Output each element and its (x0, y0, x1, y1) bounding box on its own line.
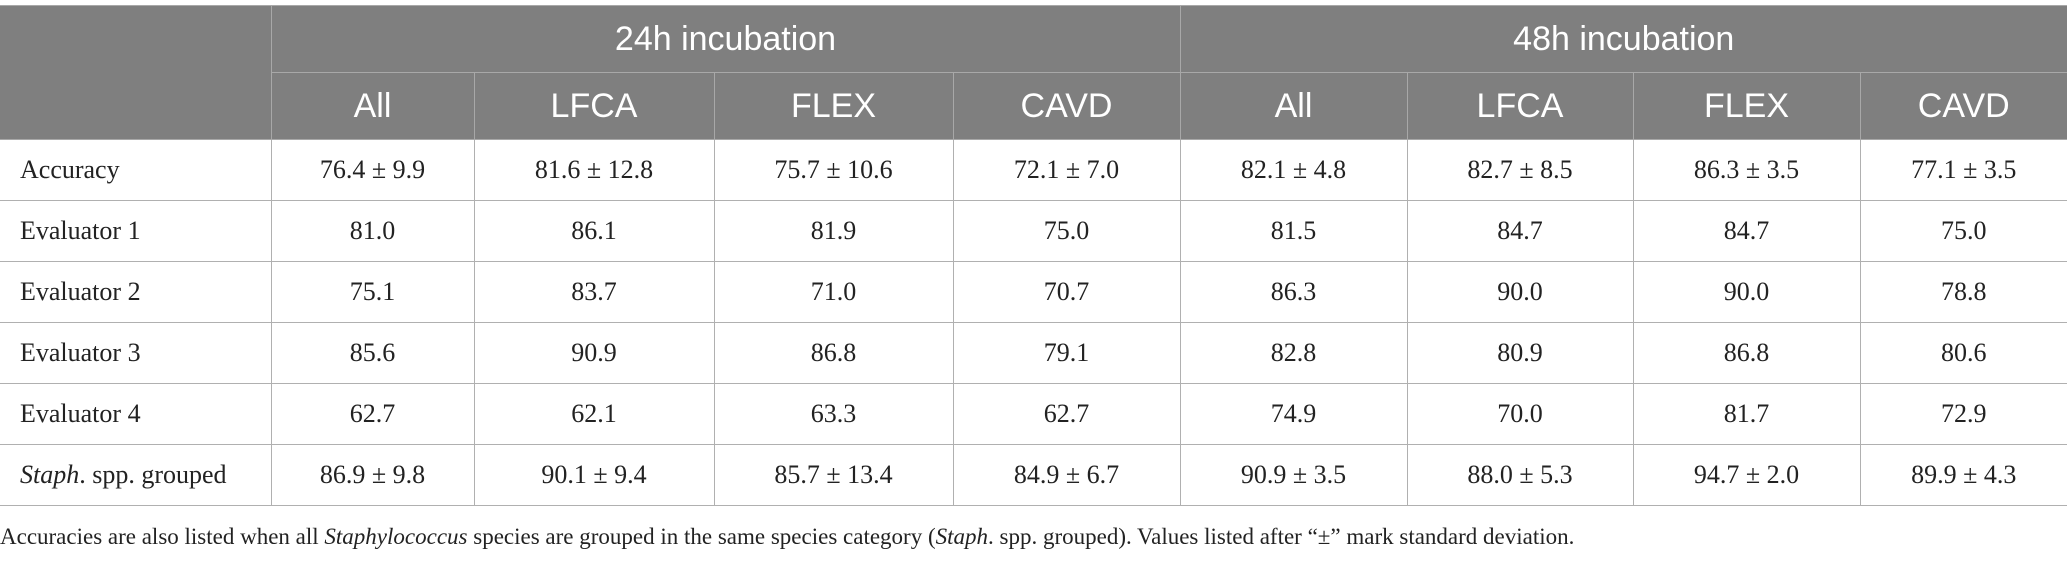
table-cell: 86.8 (1632, 322, 1861, 384)
table-cell: 62.7 (952, 383, 1181, 445)
group-header-24h: 24h incubation (270, 5, 1181, 73)
table-cell: 90.0 (1632, 261, 1861, 323)
table-cell: 90.9 ± 3.5 (1179, 444, 1408, 506)
table-cell: 90.1 ± 9.4 (473, 444, 715, 506)
sub-header-24h-all: All (271, 72, 475, 140)
table-cell: 90.0 (1406, 261, 1634, 323)
table-cell: 75.7 ± 10.6 (713, 139, 954, 201)
group-header-48h: 48h incubation (1179, 5, 2067, 73)
table-cell: 63.3 (713, 383, 954, 445)
table-cell: 94.7 ± 2.0 (1632, 444, 1861, 506)
table-cell: 80.6 (1859, 322, 2067, 384)
table-cell: 90.9 (473, 322, 715, 384)
table-cell: 76.4 ± 9.9 (270, 139, 475, 201)
footnote-text: Accuracies are also listed when all (0, 524, 325, 549)
table-cell: 74.9 (1179, 383, 1408, 445)
group-header-row: 24h incubation 48h incubation (0, 5, 2067, 140)
table-cell: 81.7 (1632, 383, 1861, 445)
row-label: Evaluator 2 (0, 261, 272, 323)
table-cell: 82.7 ± 8.5 (1406, 139, 1634, 201)
table-cell: 85.7 ± 13.4 (713, 444, 954, 506)
row-label: Evaluator 1 (0, 200, 272, 262)
sub-header-24h-flex: FLEX (713, 72, 954, 140)
table-cell: 75.0 (952, 200, 1181, 262)
table-cell: 70.0 (1406, 383, 1634, 445)
table-cell: 81.9 (713, 200, 954, 262)
table-row-evaluator-2: Evaluator 2 75.1 83.7 71.0 70.7 86.3 90.… (0, 261, 2067, 323)
table-cell: 62.1 (473, 383, 715, 445)
table-cell: 81.5 (1179, 200, 1408, 262)
table-cell: 81.0 (270, 200, 475, 262)
table-cell: 80.9 (1406, 322, 1634, 384)
table-cell: 78.8 (1859, 261, 2067, 323)
row-label: Evaluator 3 (0, 322, 272, 384)
accuracy-table: 24h incubation 48h incubation All LFCA F… (0, 5, 2067, 506)
table-cell: 86.8 (713, 322, 954, 384)
sub-header-48h-flex: FLEX (1632, 72, 1861, 140)
table-cell: 85.6 (270, 322, 475, 384)
sub-header-24h-lfca: LFCA (473, 72, 715, 140)
corner-header-cell (0, 5, 272, 140)
table-cell: 86.1 (473, 200, 715, 262)
table-cell: 88.0 ± 5.3 (1406, 444, 1634, 506)
row-label-italic: Staph (20, 460, 80, 489)
row-label: Accuracy (0, 139, 272, 201)
table-cell: 86.9 ± 9.8 (270, 444, 475, 506)
table-cell: 72.9 (1859, 383, 2067, 445)
sub-header-row: All LFCA FLEX CAVD All LFCA FLEX CAVD (0, 72, 2067, 140)
row-label: Staph. spp. grouped (0, 444, 272, 506)
sub-header-24h-cavd: CAVD (952, 72, 1181, 140)
table-cell: 75.0 (1859, 200, 2067, 262)
table-row-evaluator-1: Evaluator 1 81.0 86.1 81.9 75.0 81.5 84.… (0, 200, 2067, 262)
sub-header-48h-all: All (1179, 72, 1408, 140)
table-cell: 86.3 ± 3.5 (1632, 139, 1861, 201)
table-cell: 82.8 (1179, 322, 1408, 384)
table-row-evaluator-3: Evaluator 3 85.6 90.9 86.8 79.1 82.8 80.… (0, 322, 2067, 384)
table-cell: 84.7 (1632, 200, 1861, 262)
table-cell: 83.7 (473, 261, 715, 323)
table-cell: 77.1 ± 3.5 (1859, 139, 2067, 201)
table-footnote: Accuracies are also listed when all Stap… (0, 524, 2067, 550)
table-cell: 71.0 (713, 261, 954, 323)
table-row-staph-grouped: Staph. spp. grouped 86.9 ± 9.8 90.1 ± 9.… (0, 444, 2067, 506)
row-label: Evaluator 4 (0, 383, 272, 445)
table-cell: 79.1 (952, 322, 1181, 384)
row-label-rest: . spp. grouped (79, 460, 227, 489)
sub-header-48h-cavd: CAVD (1859, 72, 2067, 140)
footnote-text: species are grouped in the same species … (467, 524, 936, 549)
table-cell: 62.7 (270, 383, 475, 445)
table-cell: 75.1 (270, 261, 475, 323)
footnote-italic-staph: Staph (935, 524, 988, 549)
table-cell: 82.1 ± 4.8 (1179, 139, 1408, 201)
table-cell: 89.9 ± 4.3 (1859, 444, 2067, 506)
table-cell: 70.7 (952, 261, 1181, 323)
table-cell: 72.1 ± 7.0 (952, 139, 1181, 201)
table-row-evaluator-4: Evaluator 4 62.7 62.1 63.3 62.7 74.9 70.… (0, 383, 2067, 445)
footnote-text: . spp. grouped). Values listed after “±”… (988, 524, 1575, 549)
table-row-accuracy: Accuracy 76.4 ± 9.9 81.6 ± 12.8 75.7 ± 1… (0, 139, 2067, 201)
footnote-italic-genus: Staphylococcus (324, 524, 468, 549)
table-cell: 81.6 ± 12.8 (473, 139, 715, 201)
table-cell: 84.9 ± 6.7 (952, 444, 1181, 506)
sub-header-48h-lfca: LFCA (1406, 72, 1634, 140)
table-cell: 84.7 (1406, 200, 1634, 262)
table-cell: 86.3 (1179, 261, 1408, 323)
